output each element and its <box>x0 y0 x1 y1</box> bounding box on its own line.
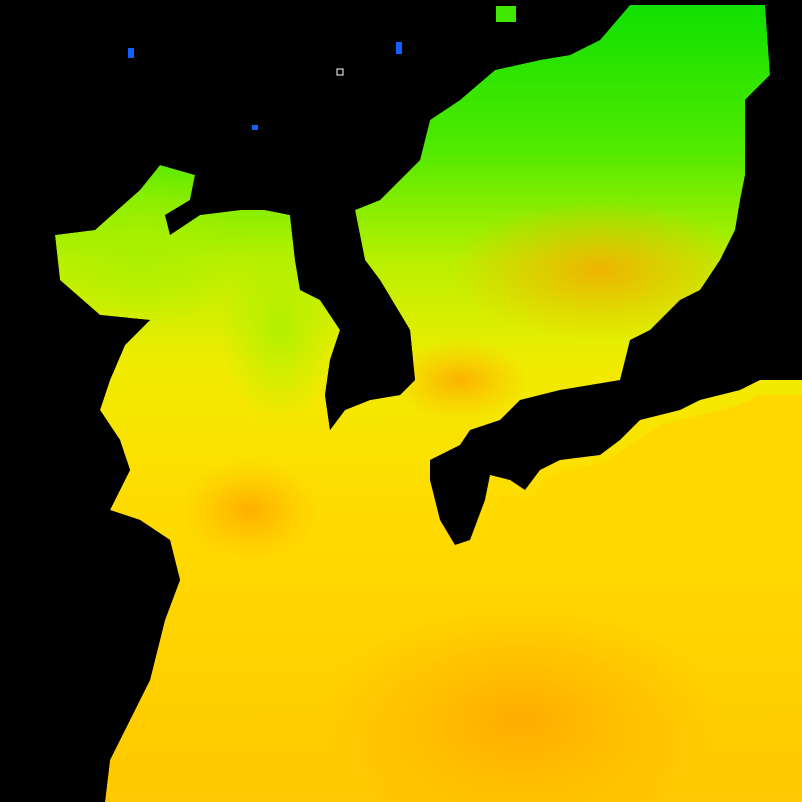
location-marker <box>336 68 344 76</box>
warm-anomaly-south <box>320 600 720 802</box>
cold-speck <box>252 125 258 130</box>
warm-anomaly-korea-strait <box>390 340 530 420</box>
pacific-coastal-sea <box>470 395 802 570</box>
japan-landmass <box>430 90 802 545</box>
warm-anomaly-east-china-sea <box>180 460 320 560</box>
island-speck <box>496 6 516 22</box>
cold-speck <box>128 48 134 58</box>
cold-specks <box>128 42 402 130</box>
cold-speck <box>396 42 402 54</box>
